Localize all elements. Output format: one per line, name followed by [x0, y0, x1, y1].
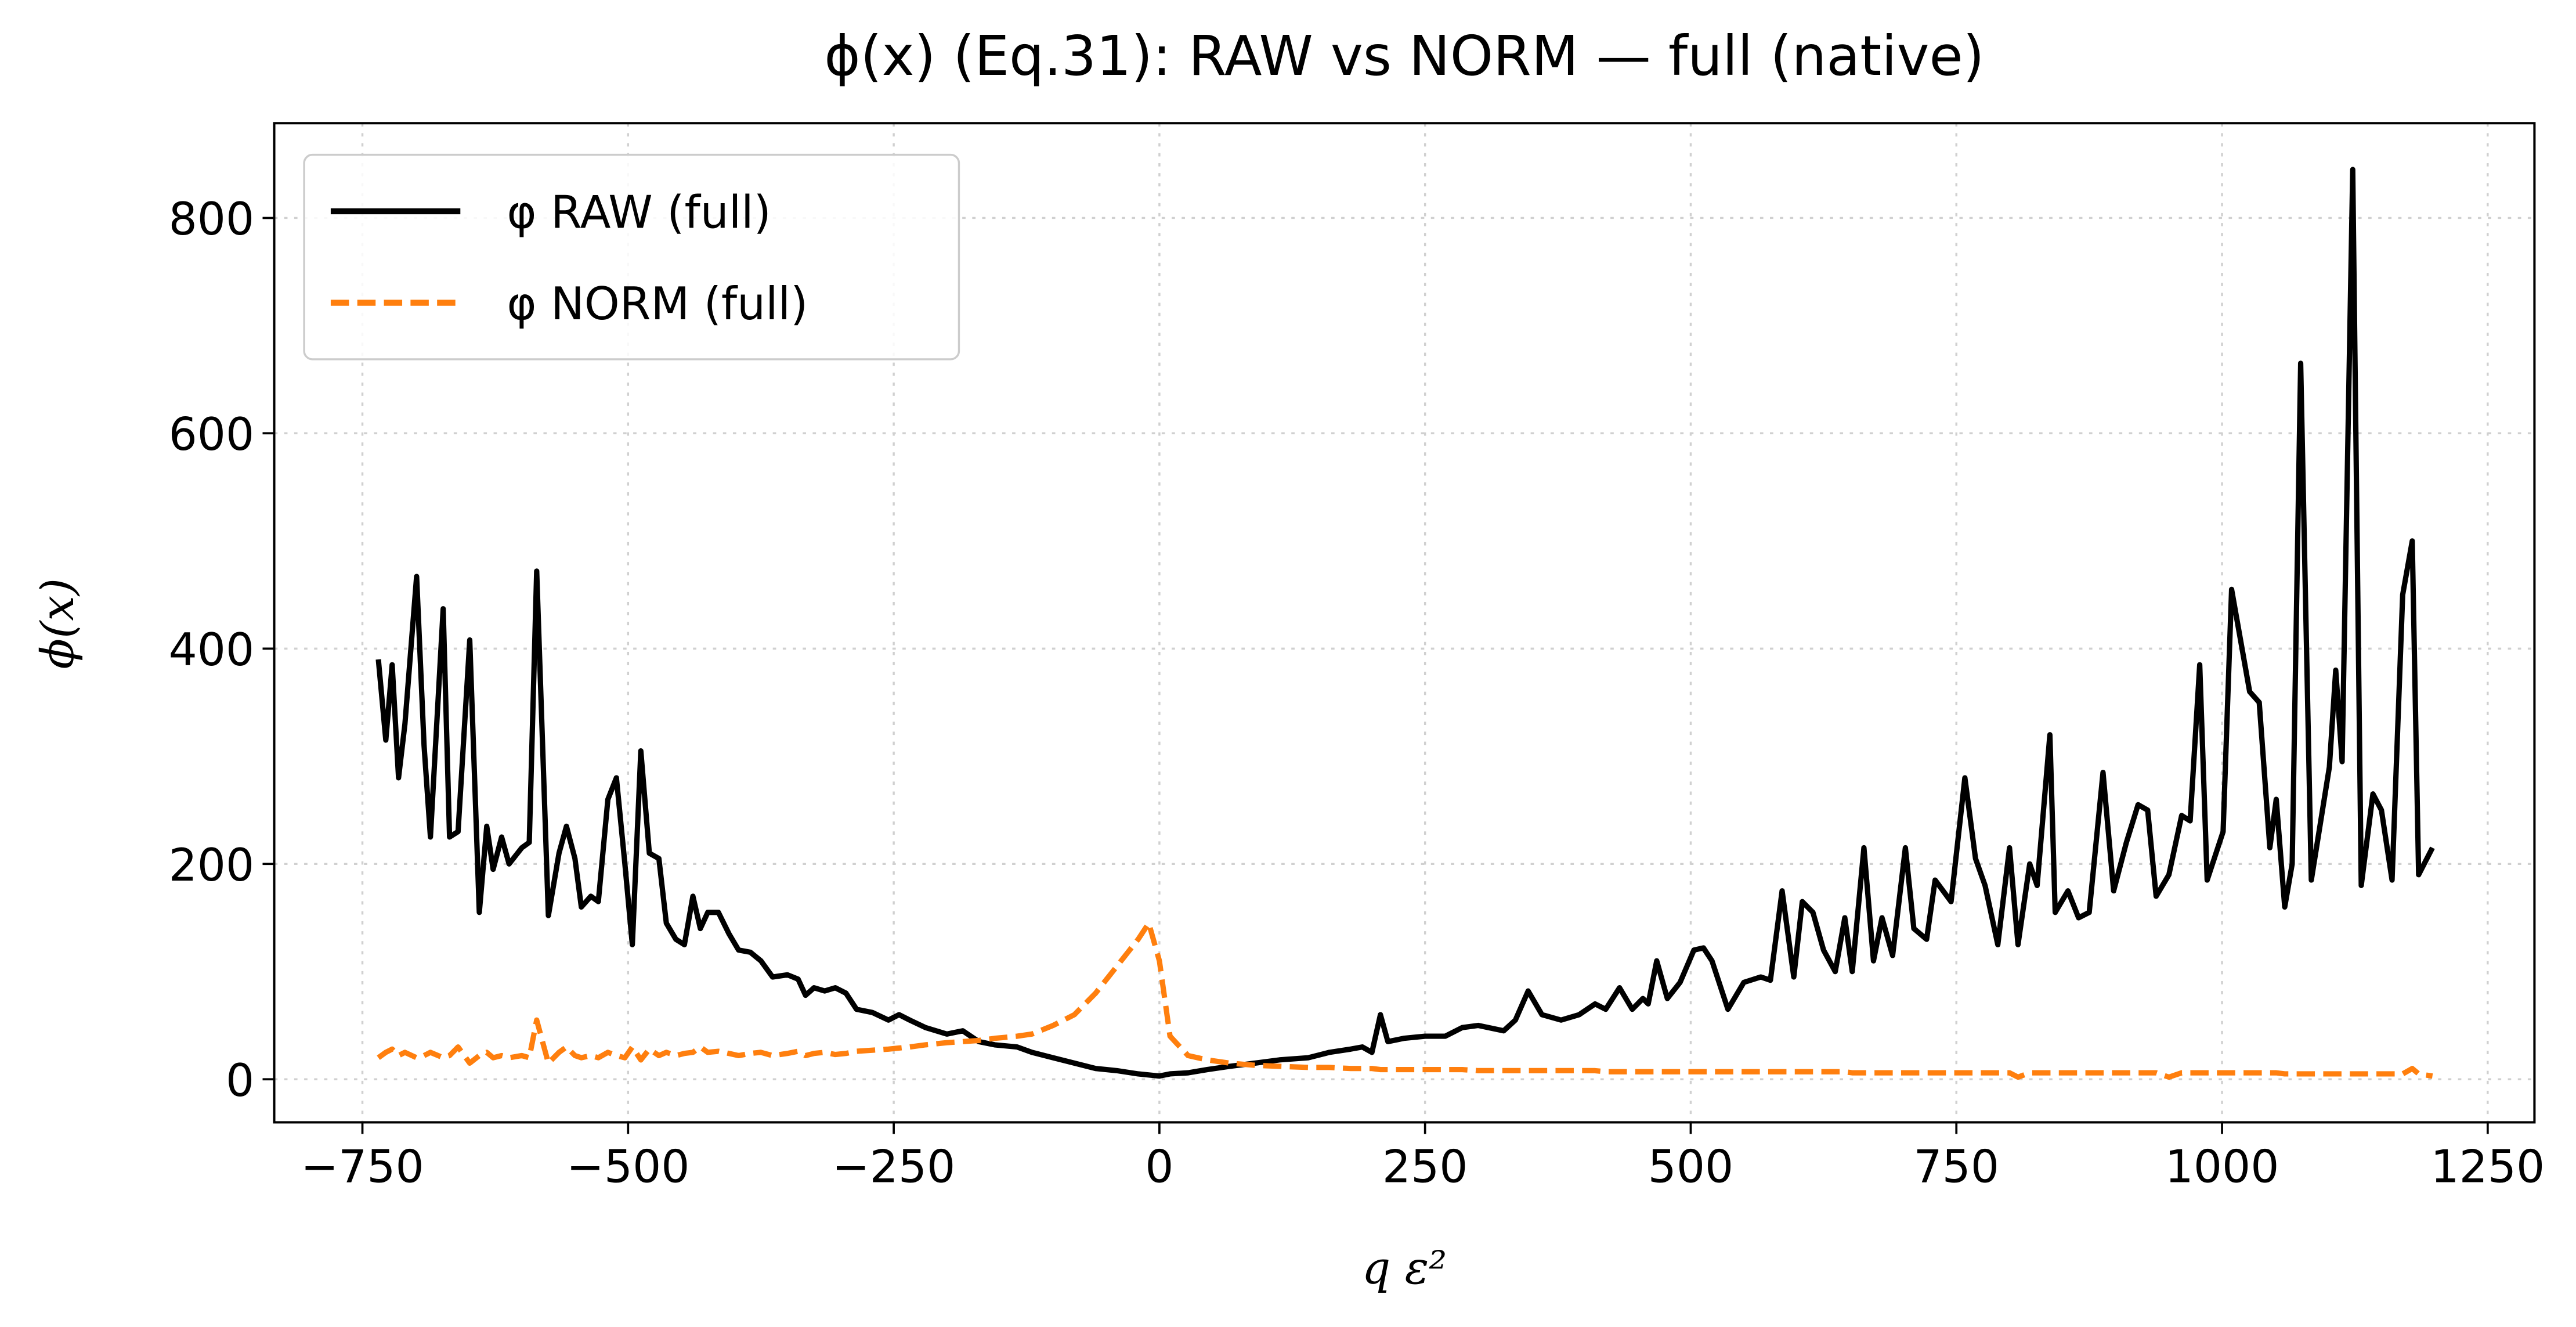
legend-box [303, 153, 960, 360]
x-tick-label: 750 [1913, 1141, 1999, 1193]
y-axis-label: ϕ(x) [32, 578, 84, 669]
data-line [377, 920, 2433, 1080]
x-tick-label: 250 [1382, 1141, 1468, 1193]
x-tick-label: 1250 [2430, 1141, 2545, 1193]
plot-frame [273, 122, 2536, 1124]
legend: φ RAW (full) φ NORM (full) [303, 153, 960, 360]
legend-label: φ RAW (full) [507, 187, 771, 239]
y-tick-label: 800 [169, 193, 255, 246]
chart-title: ϕ(x) (Eq.31): RAW vs NORM — full (native… [824, 24, 1984, 88]
x-tick-label: −750 [301, 1141, 424, 1193]
y-tick-label: 200 [169, 839, 255, 892]
x-axis-label: q ε² [1362, 1242, 1447, 1294]
y-tick-label: 400 [169, 624, 255, 676]
x-tick-label: 0 [1145, 1141, 1173, 1193]
y-tick-label: 0 [226, 1055, 254, 1107]
data-line [375, 167, 2435, 1079]
x-tick-label: 500 [1648, 1141, 1734, 1193]
x-tick-label: −500 [566, 1141, 689, 1193]
x-tick-label: 1000 [2165, 1141, 2279, 1193]
x-tick-label: −250 [832, 1141, 955, 1193]
y-tick-label: 600 [169, 409, 255, 461]
legend-label: φ NORM (full) [507, 278, 808, 330]
